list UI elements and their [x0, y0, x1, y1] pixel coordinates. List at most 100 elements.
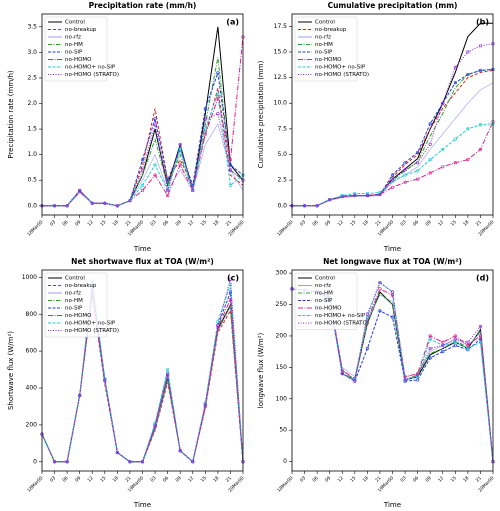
- series-line: [42, 88, 243, 207]
- x-tick-label: 06: [162, 219, 170, 227]
- legend-label: no-HOMO: [65, 57, 92, 63]
- series-marker: [478, 340, 483, 344]
- panel-label: (c): [227, 274, 239, 283]
- series-marker: [78, 188, 82, 193]
- series-marker: [478, 324, 483, 329]
- x-tick-label: 12: [187, 219, 195, 227]
- x-tick-label: 18: [112, 219, 120, 227]
- series-marker: [428, 346, 432, 351]
- series-marker: [478, 147, 483, 151]
- series-marker: [428, 334, 432, 338]
- x-axis-label: Time: [133, 501, 151, 509]
- series-marker: [302, 204, 307, 208]
- x-tick-label: 06: [311, 219, 319, 227]
- series-line: [42, 279, 243, 463]
- series-marker: [340, 372, 344, 376]
- series-marker: [228, 168, 233, 172]
- y-tick-label: 15.0: [274, 48, 288, 55]
- series-marker: [466, 340, 470, 344]
- series-marker: [390, 179, 395, 183]
- legend-label: no-HOMO: [65, 313, 92, 319]
- legend-label: no-HM: [65, 298, 83, 304]
- x-tick-label: 18Mar00: [276, 219, 294, 237]
- series-marker: [441, 340, 445, 344]
- legend-label: no-SIP: [315, 298, 333, 304]
- series-marker: [365, 346, 369, 351]
- legend-label: no-HOMO: [315, 57, 342, 63]
- chart-title: Net shortwave flux at TOA (W/m²): [71, 257, 214, 266]
- series-marker: [390, 290, 395, 294]
- series-marker: [228, 163, 233, 167]
- series-marker: [428, 356, 432, 360]
- x-tick-label: 18Mar00: [26, 475, 44, 493]
- x-axis-label: Time: [383, 245, 401, 253]
- y-tick-label: 200: [276, 332, 288, 339]
- x-tick-label: 12: [86, 219, 94, 227]
- panel-label: (d): [476, 274, 489, 283]
- legend-label: no-HOMO+ no-SIP: [65, 65, 116, 71]
- x-tick-label: 21: [225, 219, 233, 227]
- x-tick-label: 06: [162, 475, 170, 483]
- series-marker: [378, 309, 382, 313]
- y-tick-label: 50: [279, 427, 287, 434]
- series-marker: [478, 44, 483, 48]
- legend-label: no-rfz: [315, 283, 331, 289]
- chart-title: Net longwave flux at TOA (W/m²): [323, 257, 462, 266]
- series-marker: [453, 334, 457, 338]
- y-tick-label: 1000: [22, 274, 37, 281]
- legend-label: no-breakup: [315, 27, 347, 33]
- series-marker: [390, 185, 395, 189]
- x-tick-label: 12: [336, 219, 344, 227]
- y-axis-label: Precipitation rate (mm/h): [7, 70, 15, 159]
- y-tick-label: 17.5: [274, 23, 288, 30]
- legend-label: Control: [315, 20, 335, 26]
- series-marker: [140, 460, 145, 464]
- y-tick-label: 3.5: [27, 23, 37, 30]
- legend-box: [44, 272, 108, 338]
- x-tick-label: 03: [299, 219, 307, 227]
- series-marker: [403, 173, 407, 177]
- chart-title: Precipitation rate (mm/h): [89, 1, 197, 10]
- x-tick-label: 18Mar00: [26, 219, 44, 237]
- legend-label: no-rfz: [315, 35, 331, 41]
- series-marker: [140, 188, 145, 193]
- legend-label: no-SIP: [65, 50, 83, 56]
- series-marker: [128, 199, 132, 203]
- x-tick-label: 18: [462, 475, 470, 483]
- legend-label: no-HM: [315, 42, 333, 48]
- y-tick-label: 600: [26, 348, 38, 355]
- series-marker: [466, 343, 470, 347]
- legend-box: [294, 16, 358, 82]
- x-tick-label: 12: [437, 475, 445, 483]
- series-marker: [178, 142, 182, 147]
- x-tick-label: 21: [475, 219, 483, 227]
- series-marker: [416, 378, 420, 382]
- series-marker: [315, 204, 319, 208]
- legend-label: no-HOMO: [315, 306, 342, 312]
- series-marker: [416, 150, 420, 155]
- series-marker: [52, 460, 57, 464]
- legend: Controlno-breakupno-rfzno-HMno-SIPno-HOM…: [44, 272, 119, 338]
- series-marker: [340, 193, 344, 198]
- series-marker: [166, 193, 170, 198]
- series-marker: [441, 343, 445, 347]
- series-line: [292, 82, 493, 207]
- series-marker: [416, 161, 420, 165]
- y-tick-label: 0.0: [27, 202, 37, 209]
- series-line: [292, 68, 493, 207]
- plot-frame: [291, 13, 494, 216]
- x-tick-label: 21: [374, 475, 382, 483]
- series-marker: [216, 112, 220, 116]
- series-marker: [466, 127, 470, 131]
- y-tick-label: 250: [276, 301, 288, 308]
- y-tick-label: 300: [276, 270, 288, 277]
- chart-title: Cumulative precipitation (mm): [328, 1, 458, 10]
- x-tick-label: 15: [199, 475, 207, 483]
- series-marker: [203, 117, 207, 121]
- x-tick-label: 21: [374, 219, 382, 227]
- y-tick-label: 3.0: [27, 49, 37, 56]
- series-marker: [416, 177, 420, 181]
- y-axis-label: Cumulative precipitation (mm): [257, 60, 265, 168]
- series-marker: [166, 373, 170, 377]
- series-line: [292, 69, 493, 207]
